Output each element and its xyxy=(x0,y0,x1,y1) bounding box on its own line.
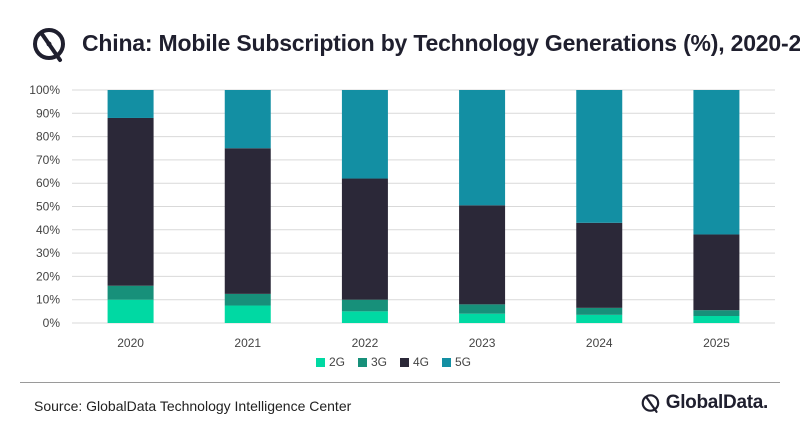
x-tick-label: 2020 xyxy=(117,336,144,350)
x-tick-label: 2023 xyxy=(469,336,496,350)
bar-2g-2023 xyxy=(459,313,506,323)
legend-label-2g: 2G xyxy=(329,355,345,369)
bar-3g-2020 xyxy=(107,285,154,300)
y-tick-label: 30% xyxy=(36,246,60,260)
x-tick-label: 2021 xyxy=(234,336,261,350)
bar-5g-2025 xyxy=(693,90,740,235)
bar-2g-2025 xyxy=(693,316,740,323)
legend-label-3g: 3G xyxy=(371,355,387,369)
x-tick-label: 2022 xyxy=(352,336,379,350)
bar-5g-2023 xyxy=(459,90,506,206)
legend-swatch-4g xyxy=(400,358,409,367)
source-note: Source: GlobalData Technology Intelligen… xyxy=(34,398,352,414)
footer-divider xyxy=(20,382,780,383)
y-tick-label: 50% xyxy=(36,200,60,214)
y-tick-label: 90% xyxy=(36,106,60,120)
bar-2g-2022 xyxy=(341,311,388,323)
chart-title: China: Mobile Subscription by Technology… xyxy=(82,30,800,56)
bar-5g-2022 xyxy=(341,90,388,179)
y-tick-label: 70% xyxy=(36,153,60,167)
bar-2g-2020 xyxy=(107,299,154,323)
y-tick-label: 0% xyxy=(43,316,61,330)
bar-2g-2021 xyxy=(224,305,271,323)
bar-3g-2025 xyxy=(693,310,740,317)
y-tick-label: 60% xyxy=(36,176,60,190)
x-tick-label: 2024 xyxy=(586,336,613,350)
bar-2g-2024 xyxy=(576,314,623,323)
bar-4g-2025 xyxy=(693,234,740,311)
bar-5g-2021 xyxy=(224,90,271,149)
globaldata-logo-icon xyxy=(33,28,65,62)
bar-4g-2021 xyxy=(224,148,271,294)
bar-5g-2020 xyxy=(107,90,154,118)
stacked-bar-chart: 0% 10% 20% 30% 40% 50% 60% 70% 80% 90% 100% 2020 202… xyxy=(29,83,775,369)
y-tick-label: 80% xyxy=(36,130,60,144)
legend-label-4g: 4G xyxy=(413,355,429,369)
bar-4g-2023 xyxy=(459,205,506,305)
bar-5g-2024 xyxy=(576,90,623,223)
bar-4g-2020 xyxy=(107,117,154,286)
brand-name: GlobalData. xyxy=(665,392,769,413)
y-tick-label: 100% xyxy=(29,83,60,97)
x-tick-label: 2025 xyxy=(703,336,730,350)
globaldata-brand-icon xyxy=(641,394,659,413)
bar-4g-2022 xyxy=(341,178,388,300)
bar-3g-2021 xyxy=(224,293,271,306)
bar-3g-2024 xyxy=(576,307,623,315)
bar-4g-2024 xyxy=(576,222,623,308)
bar-3g-2022 xyxy=(341,299,388,312)
legend-swatch-3g xyxy=(358,358,367,367)
legend-swatch-5g xyxy=(442,358,451,367)
legend-label-5g: 5G xyxy=(455,355,471,369)
y-tick-label: 40% xyxy=(36,223,60,237)
bar-3g-2023 xyxy=(459,304,506,314)
y-tick-label: 20% xyxy=(36,269,60,283)
legend-swatch-2g xyxy=(316,358,325,367)
y-tick-label: 10% xyxy=(36,293,60,307)
brand-logo: GlobalData. xyxy=(640,392,768,414)
